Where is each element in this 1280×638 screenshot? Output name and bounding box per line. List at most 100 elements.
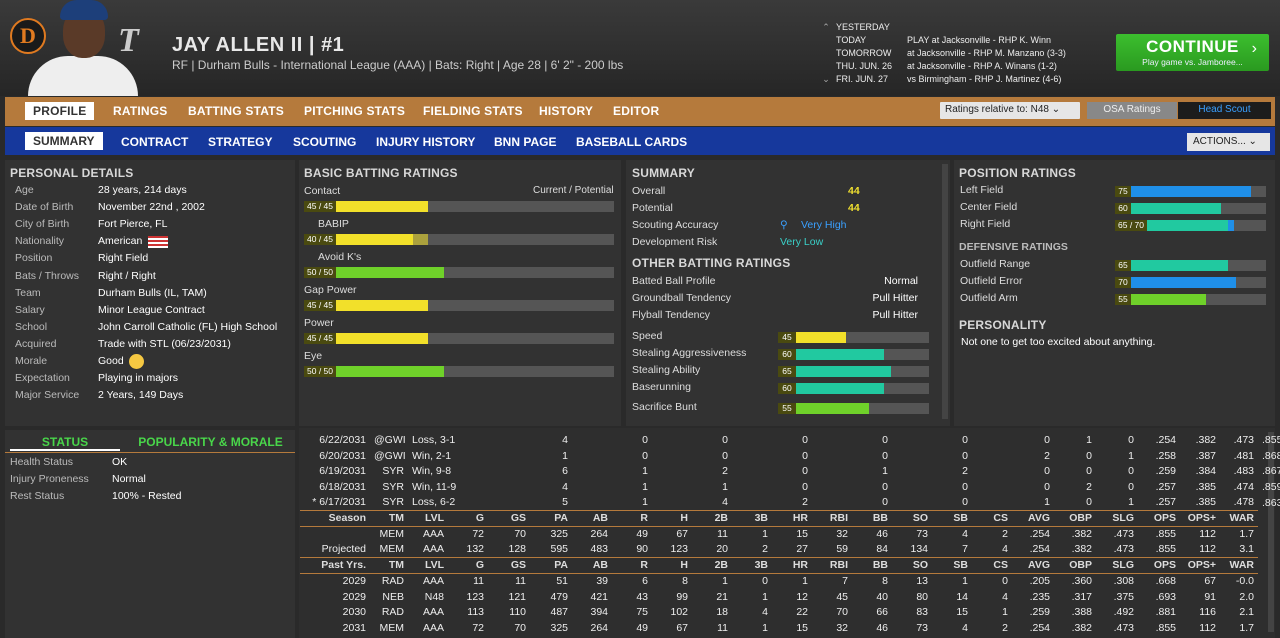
bar-value: 45 / 45 bbox=[304, 201, 336, 212]
other-batting-label: Flyball Tendency bbox=[632, 309, 711, 321]
actions-dropdown[interactable]: ACTIONS... ⌄ bbox=[1187, 133, 1270, 151]
development-risk-label: Development Risk bbox=[632, 236, 718, 248]
subtab-scouting[interactable]: SCOUTING bbox=[293, 135, 357, 149]
stat-cell: 113 bbox=[467, 606, 485, 619]
schedule-day: TODAY bbox=[836, 35, 867, 45]
tab-profile[interactable]: PROFILE bbox=[25, 102, 95, 120]
stat-cell: 67 bbox=[676, 622, 689, 635]
game-log-row[interactable]: * 6/17/2031 SYR Loss, 6-2 5 1 4 2 0 0 1 0 1 .257 .385… bbox=[300, 495, 1280, 511]
stat-cell: 2 bbox=[1044, 449, 1051, 462]
detail-label: City of Birth bbox=[15, 218, 70, 231]
stat-cell: AAA bbox=[422, 528, 444, 541]
bar-fill bbox=[778, 383, 884, 394]
subtab-contract[interactable]: CONTRACT bbox=[121, 135, 189, 149]
speed-rating-bar: 55 bbox=[778, 403, 929, 414]
stat-cell: 14 bbox=[956, 590, 969, 603]
game-log-row[interactable]: 6/18/2031 SYR Win, 11-9 4 1 1 0 0 0 0 2 0 .257 .385 .4… bbox=[300, 479, 1280, 495]
subtab-summary[interactable]: SUMMARY bbox=[25, 132, 103, 150]
head-scout-button[interactable]: Head Scout bbox=[1178, 102, 1271, 119]
stat-cell: 72 bbox=[472, 622, 485, 635]
schedule-row[interactable]: TOMORROW at Jacksonville - RHP M. Manzano… bbox=[816, 48, 1106, 61]
schedule-row[interactable]: ⌄ FRI. JUN. 27 vs Birmingham - RHP J. Mart… bbox=[816, 74, 1106, 87]
schedule-row[interactable]: THU. JUN. 26 at Jacksonville - RHP A. Win… bbox=[816, 61, 1106, 74]
stats-scrollbar[interactable] bbox=[1268, 432, 1274, 632]
stat-cell: PA bbox=[530, 557, 573, 574]
osa-ratings-button[interactable]: OSA Ratings bbox=[1087, 102, 1177, 119]
status-tab[interactable]: STATUS bbox=[10, 433, 120, 451]
tab-fielding-stats[interactable]: FIELDING STATS bbox=[423, 104, 523, 118]
bar-value: 40 / 45 bbox=[304, 234, 336, 245]
position-ratings-title: POSITION RATINGS bbox=[959, 166, 1076, 180]
stat-cell: 91 bbox=[1204, 590, 1217, 603]
stat-cell: CS bbox=[972, 509, 1013, 527]
bar-value: 50 / 50 bbox=[304, 366, 336, 377]
schedule-row[interactable]: TODAY PLAY at Jacksonville - RHP K. Winn bbox=[816, 35, 1106, 48]
tab-ratings[interactable]: RATINGS bbox=[113, 104, 168, 118]
game-log-row[interactable]: 6/19/2031 SYR Win, 9-8 6 1 2 0 1 2 0 0 0 .259 .384 .48… bbox=[300, 463, 1280, 479]
detail-row: Position Right Field bbox=[15, 252, 300, 269]
stat-cell: 2030 bbox=[342, 606, 366, 619]
tab-pitching-stats[interactable]: PITCHING STATS bbox=[304, 104, 406, 118]
tab-batting-stats[interactable]: BATTING STATS bbox=[188, 104, 284, 118]
stat-cell: 11 bbox=[515, 575, 527, 588]
stat-cell: 0 bbox=[882, 496, 889, 509]
stat-cell: 1 bbox=[562, 449, 569, 462]
stat-cell: 2B bbox=[692, 557, 733, 574]
detail-value: John Carroll Catholic (FL) High School bbox=[98, 320, 278, 333]
stat-cell: 6 bbox=[562, 465, 569, 478]
stat-cell: BB bbox=[852, 557, 893, 574]
subtab-baseball-cards[interactable]: BASEBALL CARDS bbox=[576, 135, 688, 149]
schedule-row[interactable]: ⌃ YESTERDAY bbox=[816, 22, 1106, 35]
stat-cell: 75 bbox=[636, 606, 649, 619]
continue-button[interactable]: CONTINUE Play game vs. Jamboree... › bbox=[1116, 34, 1269, 71]
ratings-relative-select[interactable]: Ratings relative to: N48 ⌄ bbox=[940, 102, 1080, 119]
personal-details-panel: PERSONAL DETAILS Age 28 years, 214 days Da… bbox=[5, 160, 295, 426]
stat-cell: Season bbox=[300, 509, 370, 527]
stat-cell: 132 bbox=[466, 543, 485, 556]
stat-cell: 0 bbox=[722, 449, 729, 462]
stat-cell: RBI bbox=[812, 509, 853, 527]
position-rating-bar: 60 bbox=[1115, 203, 1266, 214]
speed-rating-bar: 45 bbox=[778, 332, 929, 343]
season-row: MEM AAA 72 70 325 264 49 67 11 1 15 32 46 73 4 2.254.38… bbox=[300, 526, 1270, 542]
binoculars-icon: ⚲ bbox=[780, 219, 788, 231]
bar-value: 65 bbox=[1115, 260, 1131, 271]
stat-cell: 20 bbox=[716, 543, 729, 556]
stat-cell: 2 bbox=[722, 465, 729, 478]
past-year-row: 2029 RAD AAA 11 11 51 39 6 8 1 0 1 7 8 13 1 0.205.360.30… bbox=[300, 573, 1270, 589]
detail-label: School bbox=[15, 320, 48, 333]
chevron-down-icon[interactable]: ⌄ bbox=[822, 74, 830, 84]
popularity-morale-tab[interactable]: POPULARITY & MORALE bbox=[138, 435, 283, 449]
chevron-up-icon[interactable]: ⌃ bbox=[822, 22, 830, 32]
stat-cell: WAR bbox=[1220, 509, 1259, 527]
stat-cell: 46 bbox=[876, 622, 889, 635]
game-log-row[interactable]: 6/20/2031 @GWI Win, 2-1 1 0 0 0 0 0 2 0 1 .258 .387 .4… bbox=[300, 448, 1280, 464]
subtab-bnn-page[interactable]: BNN PAGE bbox=[494, 135, 557, 149]
stat-cell: 0 bbox=[1002, 575, 1009, 588]
stat-cell: 12 bbox=[796, 590, 809, 603]
stat-cell: 2 bbox=[1086, 480, 1093, 493]
subtab-strategy[interactable]: STRATEGY bbox=[208, 135, 273, 149]
status-panel: STATUS POPULARITY & MORALE Health Status… bbox=[5, 430, 295, 638]
stat-cell: 394 bbox=[590, 606, 609, 619]
stat-cell: 102 bbox=[670, 606, 689, 619]
detail-row: Team Durham Bulls (IL, TAM) bbox=[15, 287, 300, 304]
game-log-row[interactable]: 6/22/2031 @GWI Loss, 3-1 4 0 0 0 0 0 0 1 0 .254 .382.… bbox=[300, 432, 1280, 448]
subtab-injury-history[interactable]: INJURY HISTORY bbox=[376, 135, 476, 149]
stat-cell: 6/18/2031 bbox=[319, 480, 366, 493]
position-rating-bar: 65 bbox=[1115, 260, 1266, 271]
schedule-game: vs Birmingham - RHP J. Martinez (4-6) bbox=[907, 74, 1062, 84]
tab-editor[interactable]: EDITOR bbox=[613, 104, 660, 118]
stat-cell: 1 bbox=[1128, 449, 1135, 462]
stat-cell: .258 bbox=[1155, 449, 1177, 462]
stat-cell: Win, 11-9 bbox=[412, 480, 457, 493]
stat-cell: .254 bbox=[1029, 622, 1051, 635]
tab-history[interactable]: HISTORY bbox=[539, 104, 594, 118]
detail-label: Age bbox=[15, 184, 34, 196]
summary-scrollbar[interactable] bbox=[942, 164, 948, 419]
stat-cell: .382 bbox=[1071, 622, 1093, 635]
scouting-accuracy-row: Scouting Accuracy ⚲ Very High bbox=[632, 219, 932, 231]
overall-row: Overall 44 bbox=[632, 185, 932, 197]
stat-cell: 325 bbox=[550, 622, 569, 635]
stat-cell: AAA bbox=[422, 606, 444, 619]
